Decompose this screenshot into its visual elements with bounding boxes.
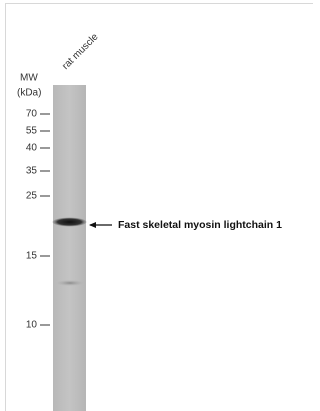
figure: rat muscle MW (kDa) Fast skeletal myosin… xyxy=(0,0,313,411)
unit-label: (kDa) xyxy=(17,88,41,99)
marker-label: 55 xyxy=(26,126,38,137)
marker-label: 25 xyxy=(26,191,38,202)
marker-label: 15 xyxy=(26,251,38,262)
band-label: Fast skeletal myosin lightchain 1 xyxy=(118,219,282,231)
mw-label: MW xyxy=(20,73,38,84)
lane xyxy=(53,85,86,411)
blot-figure: rat muscle MW (kDa) Fast skeletal myosin… xyxy=(0,0,313,411)
marker-label: 35 xyxy=(26,166,38,177)
arrow-head xyxy=(89,222,96,228)
marker-label: 70 xyxy=(26,109,38,120)
marker-label: 40 xyxy=(26,143,38,154)
frame xyxy=(6,4,314,411)
marker-label: 10 xyxy=(26,320,38,331)
faint-band xyxy=(56,280,84,286)
band xyxy=(53,218,87,227)
lane-label: rat muscle xyxy=(60,31,101,72)
